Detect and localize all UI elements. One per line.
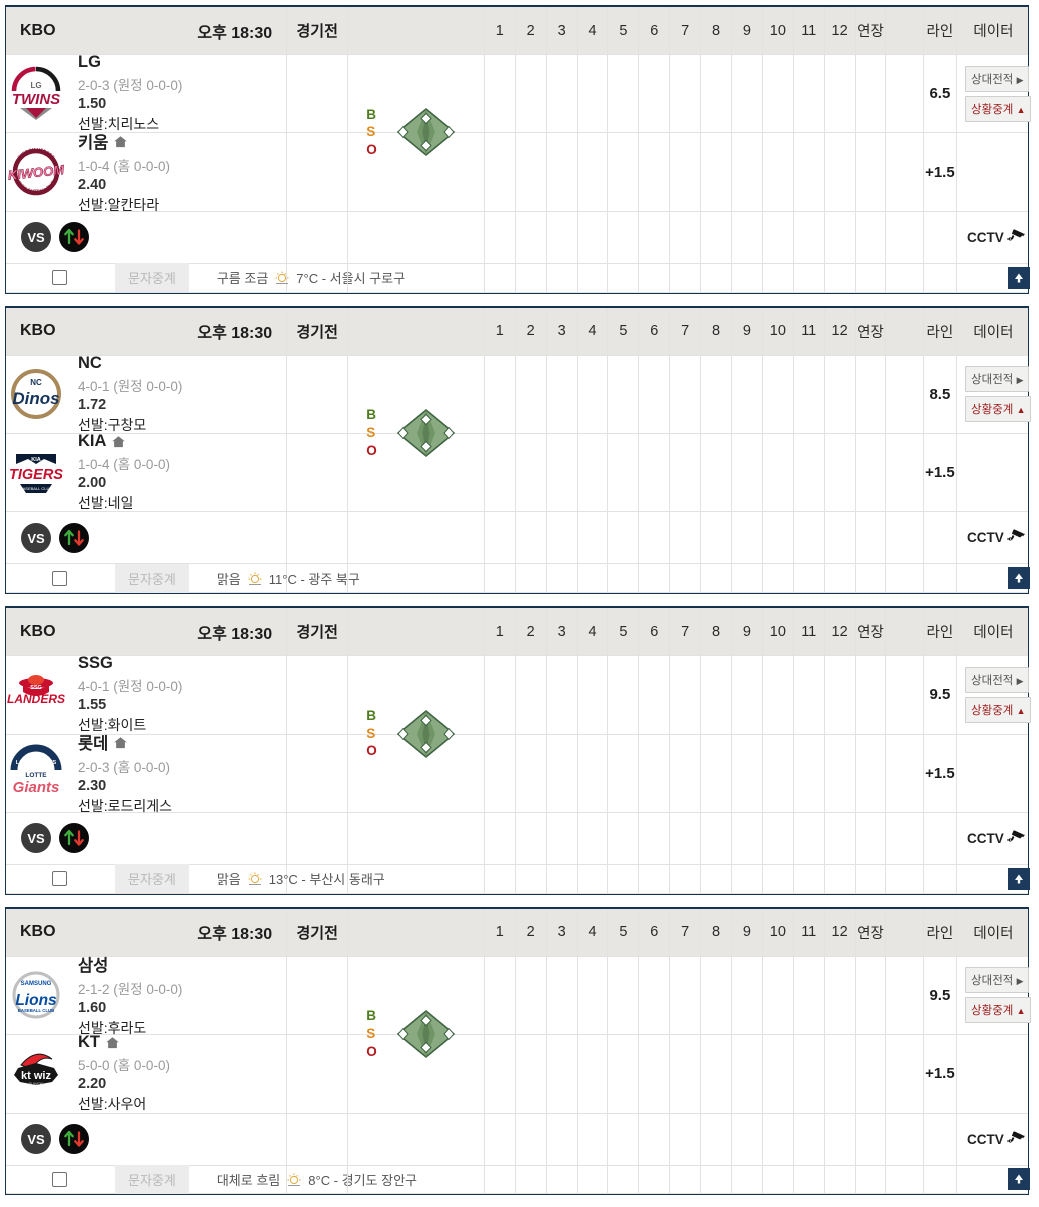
svg-text:VS: VS (27, 531, 45, 546)
svg-text:LOTTE GIANTS: LOTTE GIANTS (16, 760, 57, 766)
svg-text:Lions: Lions (15, 992, 57, 1009)
svg-text:BASEBALL CLUB: BASEBALL CLUB (18, 1008, 54, 1013)
svg-text:LANDERS: LANDERS (7, 692, 65, 706)
svg-text:VS: VS (27, 230, 45, 245)
svg-text:BASEBALL CLUB: BASEBALL CLUB (20, 486, 52, 491)
svg-text:NC: NC (30, 378, 42, 387)
svg-text:VS: VS (27, 1132, 45, 1147)
svg-text:TWINS: TWINS (12, 91, 60, 108)
svg-text:kt wiz: kt wiz (21, 1070, 51, 1082)
svg-text:TIGERS: TIGERS (9, 467, 63, 483)
svg-text:SSG: SSG (30, 685, 42, 691)
svg-text:KIA: KIA (31, 457, 41, 463)
svg-text:LG: LG (30, 81, 41, 90)
svg-text:LOTTE: LOTTE (25, 772, 47, 779)
svg-text:SUWON: SUWON (29, 1082, 44, 1086)
svg-text:Dinos: Dinos (12, 389, 59, 408)
svg-text:Giants: Giants (13, 779, 60, 796)
svg-text:VS: VS (27, 831, 45, 846)
svg-text:SAMSUNG: SAMSUNG (21, 981, 52, 987)
